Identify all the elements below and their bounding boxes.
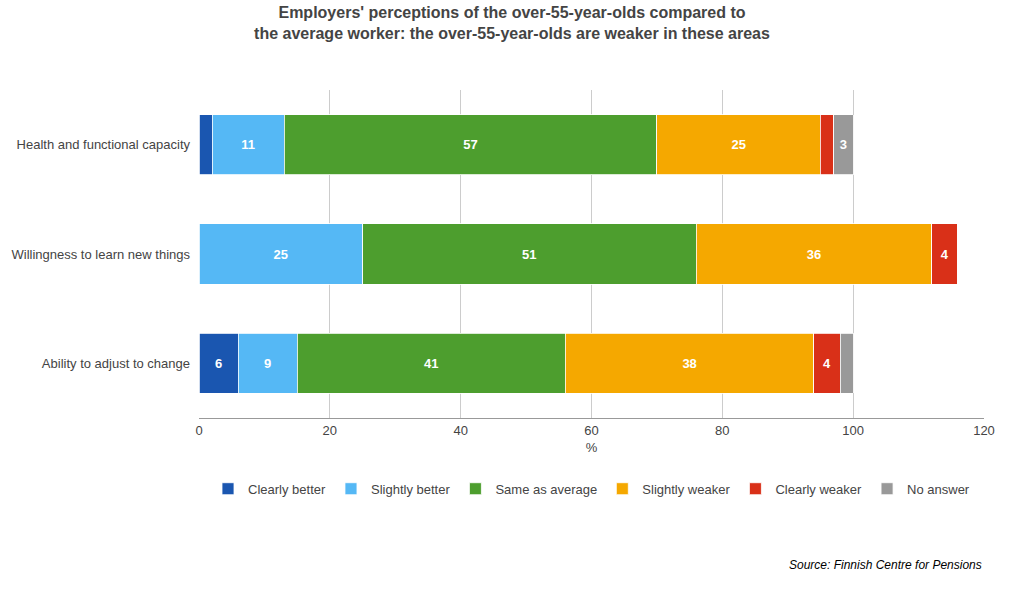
svg-text:36: 36 <box>807 247 821 262</box>
svg-text:38: 38 <box>682 356 696 371</box>
svg-text:Slightly weaker: Slightly weaker <box>642 482 730 497</box>
svg-text:60: 60 <box>584 423 598 438</box>
svg-text:Ability to adjust to change: Ability to adjust to change <box>42 356 190 371</box>
svg-text:25: 25 <box>731 137 745 152</box>
svg-text:40: 40 <box>453 423 467 438</box>
svg-text:11: 11 <box>241 137 255 152</box>
svg-text:Employers' perceptions of the: Employers' perceptions of the over-55-ye… <box>254 4 770 42</box>
svg-text:%: % <box>586 440 598 455</box>
svg-text:Slightly better: Slightly better <box>371 482 450 497</box>
svg-text:120: 120 <box>973 423 995 438</box>
svg-text:57: 57 <box>463 137 477 152</box>
svg-text:Same as average: Same as average <box>495 482 597 497</box>
svg-text:9: 9 <box>264 356 271 371</box>
svg-text:Willingness to learn new thing: Willingness to learn new things <box>12 247 191 262</box>
svg-text:0: 0 <box>195 423 202 438</box>
svg-text:3: 3 <box>840 137 847 152</box>
svg-text:25: 25 <box>274 247 288 262</box>
svg-text:Clearly better: Clearly better <box>248 482 326 497</box>
svg-text:6: 6 <box>215 356 222 371</box>
svg-text:41: 41 <box>424 356 438 371</box>
svg-text:Health and functional capacity: Health and functional capacity <box>17 137 191 152</box>
svg-text:Clearly weaker: Clearly weaker <box>775 482 862 497</box>
svg-text:51: 51 <box>522 247 536 262</box>
svg-text:100: 100 <box>842 423 864 438</box>
svg-text:Source: Finnish Centre for Pen: Source: Finnish Centre for Pensions <box>789 558 982 572</box>
svg-text:20: 20 <box>323 423 337 438</box>
svg-text:80: 80 <box>715 423 729 438</box>
svg-text:4: 4 <box>941 247 949 262</box>
svg-text:No answer: No answer <box>907 482 970 497</box>
svg-text:4: 4 <box>823 356 831 371</box>
